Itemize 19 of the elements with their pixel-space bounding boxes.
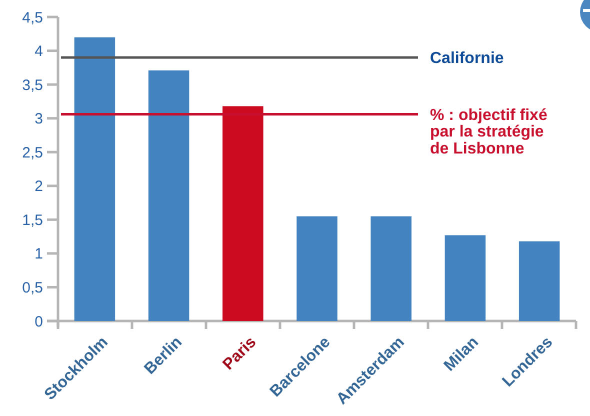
ref-line-label: % : objectif fixé par la stratégie de Lisbonne [430,106,548,158]
bar [222,106,264,321]
y-tick-label: 3,5 [22,76,43,94]
bar [444,235,486,321]
bar [296,216,338,321]
y-tick-label: 0,5 [22,279,43,296]
y-tick-label: 3 [34,110,43,128]
bar [518,241,560,321]
ref-line-label: Californie [430,50,504,68]
bar [74,37,116,321]
y-tick-label: 2 [34,178,43,196]
y-tick-label: 2,5 [22,144,43,162]
y-tick-label: 4 [34,43,43,60]
y-tick-label: 0 [34,313,43,330]
bar [148,70,190,321]
y-tick-label: 1,5 [22,212,43,229]
y-tick-label: 1 [34,246,43,263]
y-tick-label: 4,5 [22,9,43,26]
bar [370,216,412,321]
